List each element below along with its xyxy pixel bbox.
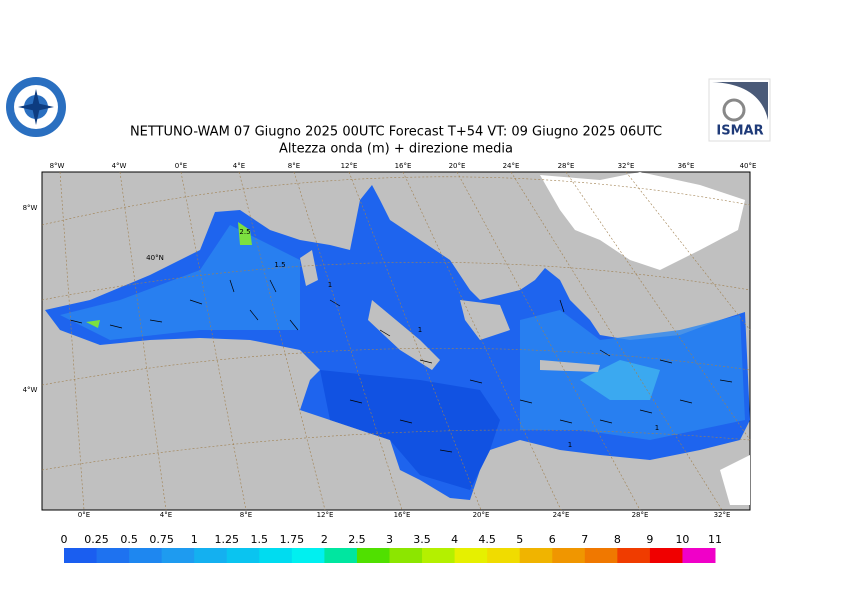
longitude-label: 4°W xyxy=(112,162,127,170)
legend-label: 4.5 xyxy=(478,533,496,546)
logo-left xyxy=(6,77,66,137)
legend-label: 9 xyxy=(646,533,653,546)
legend-swatch xyxy=(259,548,293,563)
latitude-label: 8°W xyxy=(23,204,38,212)
longitude-label: 8°W xyxy=(50,162,65,170)
legend-swatch xyxy=(291,548,325,563)
direction-arrows xyxy=(69,279,733,453)
longitude-label: 24°E xyxy=(503,162,520,170)
longitude-label: 20°E xyxy=(449,162,466,170)
legend-swatch xyxy=(422,548,456,563)
longitude-label: 8°E xyxy=(288,162,300,170)
longitude-label: 12°E xyxy=(317,511,334,519)
legend-swatch xyxy=(584,548,618,563)
legend-swatch xyxy=(454,548,488,563)
legend-swatch xyxy=(129,548,163,563)
legend-label: 11 xyxy=(708,533,722,546)
legend-label: 4 xyxy=(451,533,458,546)
legend-swatch xyxy=(324,548,358,563)
legend-label: 6 xyxy=(549,533,556,546)
legend-swatch xyxy=(161,548,195,563)
legend-label: 8 xyxy=(614,533,621,546)
longitude-label: 4°E xyxy=(160,511,172,519)
legend-swatch xyxy=(96,548,130,563)
legend-label: 3.5 xyxy=(413,533,431,546)
legend-swatch xyxy=(194,548,228,563)
longitude-label: 32°E xyxy=(714,511,731,519)
longitude-label: 32°E xyxy=(618,162,635,170)
legend-swatch xyxy=(552,548,586,563)
legend-label: 0.25 xyxy=(84,533,109,546)
contour-label: 2.5 xyxy=(239,228,250,236)
longitude-label: 0°E xyxy=(78,511,90,519)
longitude-label: 28°E xyxy=(632,511,649,519)
logo-text: ISMAR xyxy=(716,124,763,139)
logo-right: ISMAR xyxy=(708,78,771,142)
contour-label: 1 xyxy=(655,424,659,432)
latitude-label: 40°N xyxy=(146,254,164,262)
legend-swatch xyxy=(617,548,651,563)
legend-swatch xyxy=(682,548,716,563)
map xyxy=(41,171,751,511)
latitude-label: 4°W xyxy=(23,386,38,394)
legend-label: 1.5 xyxy=(251,533,269,546)
subtitle: Altezza onda (m) + direzione media xyxy=(279,142,513,157)
longitude-label: 20°E xyxy=(473,511,490,519)
legend-swatch xyxy=(519,548,553,563)
longitude-label: 0°E xyxy=(175,162,187,170)
legend-label: 5 xyxy=(516,533,523,546)
legend-swatch xyxy=(64,548,98,563)
legend-label: 1.25 xyxy=(215,533,240,546)
legend-label: 3 xyxy=(386,533,393,546)
legend-swatch xyxy=(226,548,260,563)
longitude-label: 16°E xyxy=(394,511,411,519)
legend-label: 0 xyxy=(61,533,68,546)
legend-label: 0.75 xyxy=(149,533,174,546)
longitude-label: 40°E xyxy=(740,162,757,170)
contour-label: 1 xyxy=(418,326,422,334)
title: NETTUNO-WAM 07 Giugno 2025 00UTC Forecas… xyxy=(130,125,662,140)
longitude-label: 8°E xyxy=(240,511,252,519)
contour-label: 1 xyxy=(568,441,572,449)
legend-label: 1 xyxy=(191,533,198,546)
legend-swatch xyxy=(389,548,423,563)
legend-label: 1.75 xyxy=(280,533,305,546)
longitude-label: 4°E xyxy=(233,162,245,170)
legend-label: 7 xyxy=(581,533,588,546)
legend-label: 2 xyxy=(321,533,328,546)
legend-swatch xyxy=(649,548,683,563)
longitude-label: 36°E xyxy=(678,162,695,170)
legend-swatch xyxy=(487,548,521,563)
legend-swatch xyxy=(356,548,390,563)
graticule xyxy=(41,171,751,511)
contour-label: 1.5 xyxy=(274,261,285,269)
longitude-label: 24°E xyxy=(553,511,570,519)
longitude-label: 28°E xyxy=(558,162,575,170)
contour-label: 1 xyxy=(328,281,332,289)
legend-label: 2.5 xyxy=(348,533,366,546)
longitude-label: 12°E xyxy=(341,162,358,170)
legend-label: 10 xyxy=(675,533,689,546)
legend-label: 0.5 xyxy=(120,533,138,546)
longitude-label: 16°E xyxy=(395,162,412,170)
